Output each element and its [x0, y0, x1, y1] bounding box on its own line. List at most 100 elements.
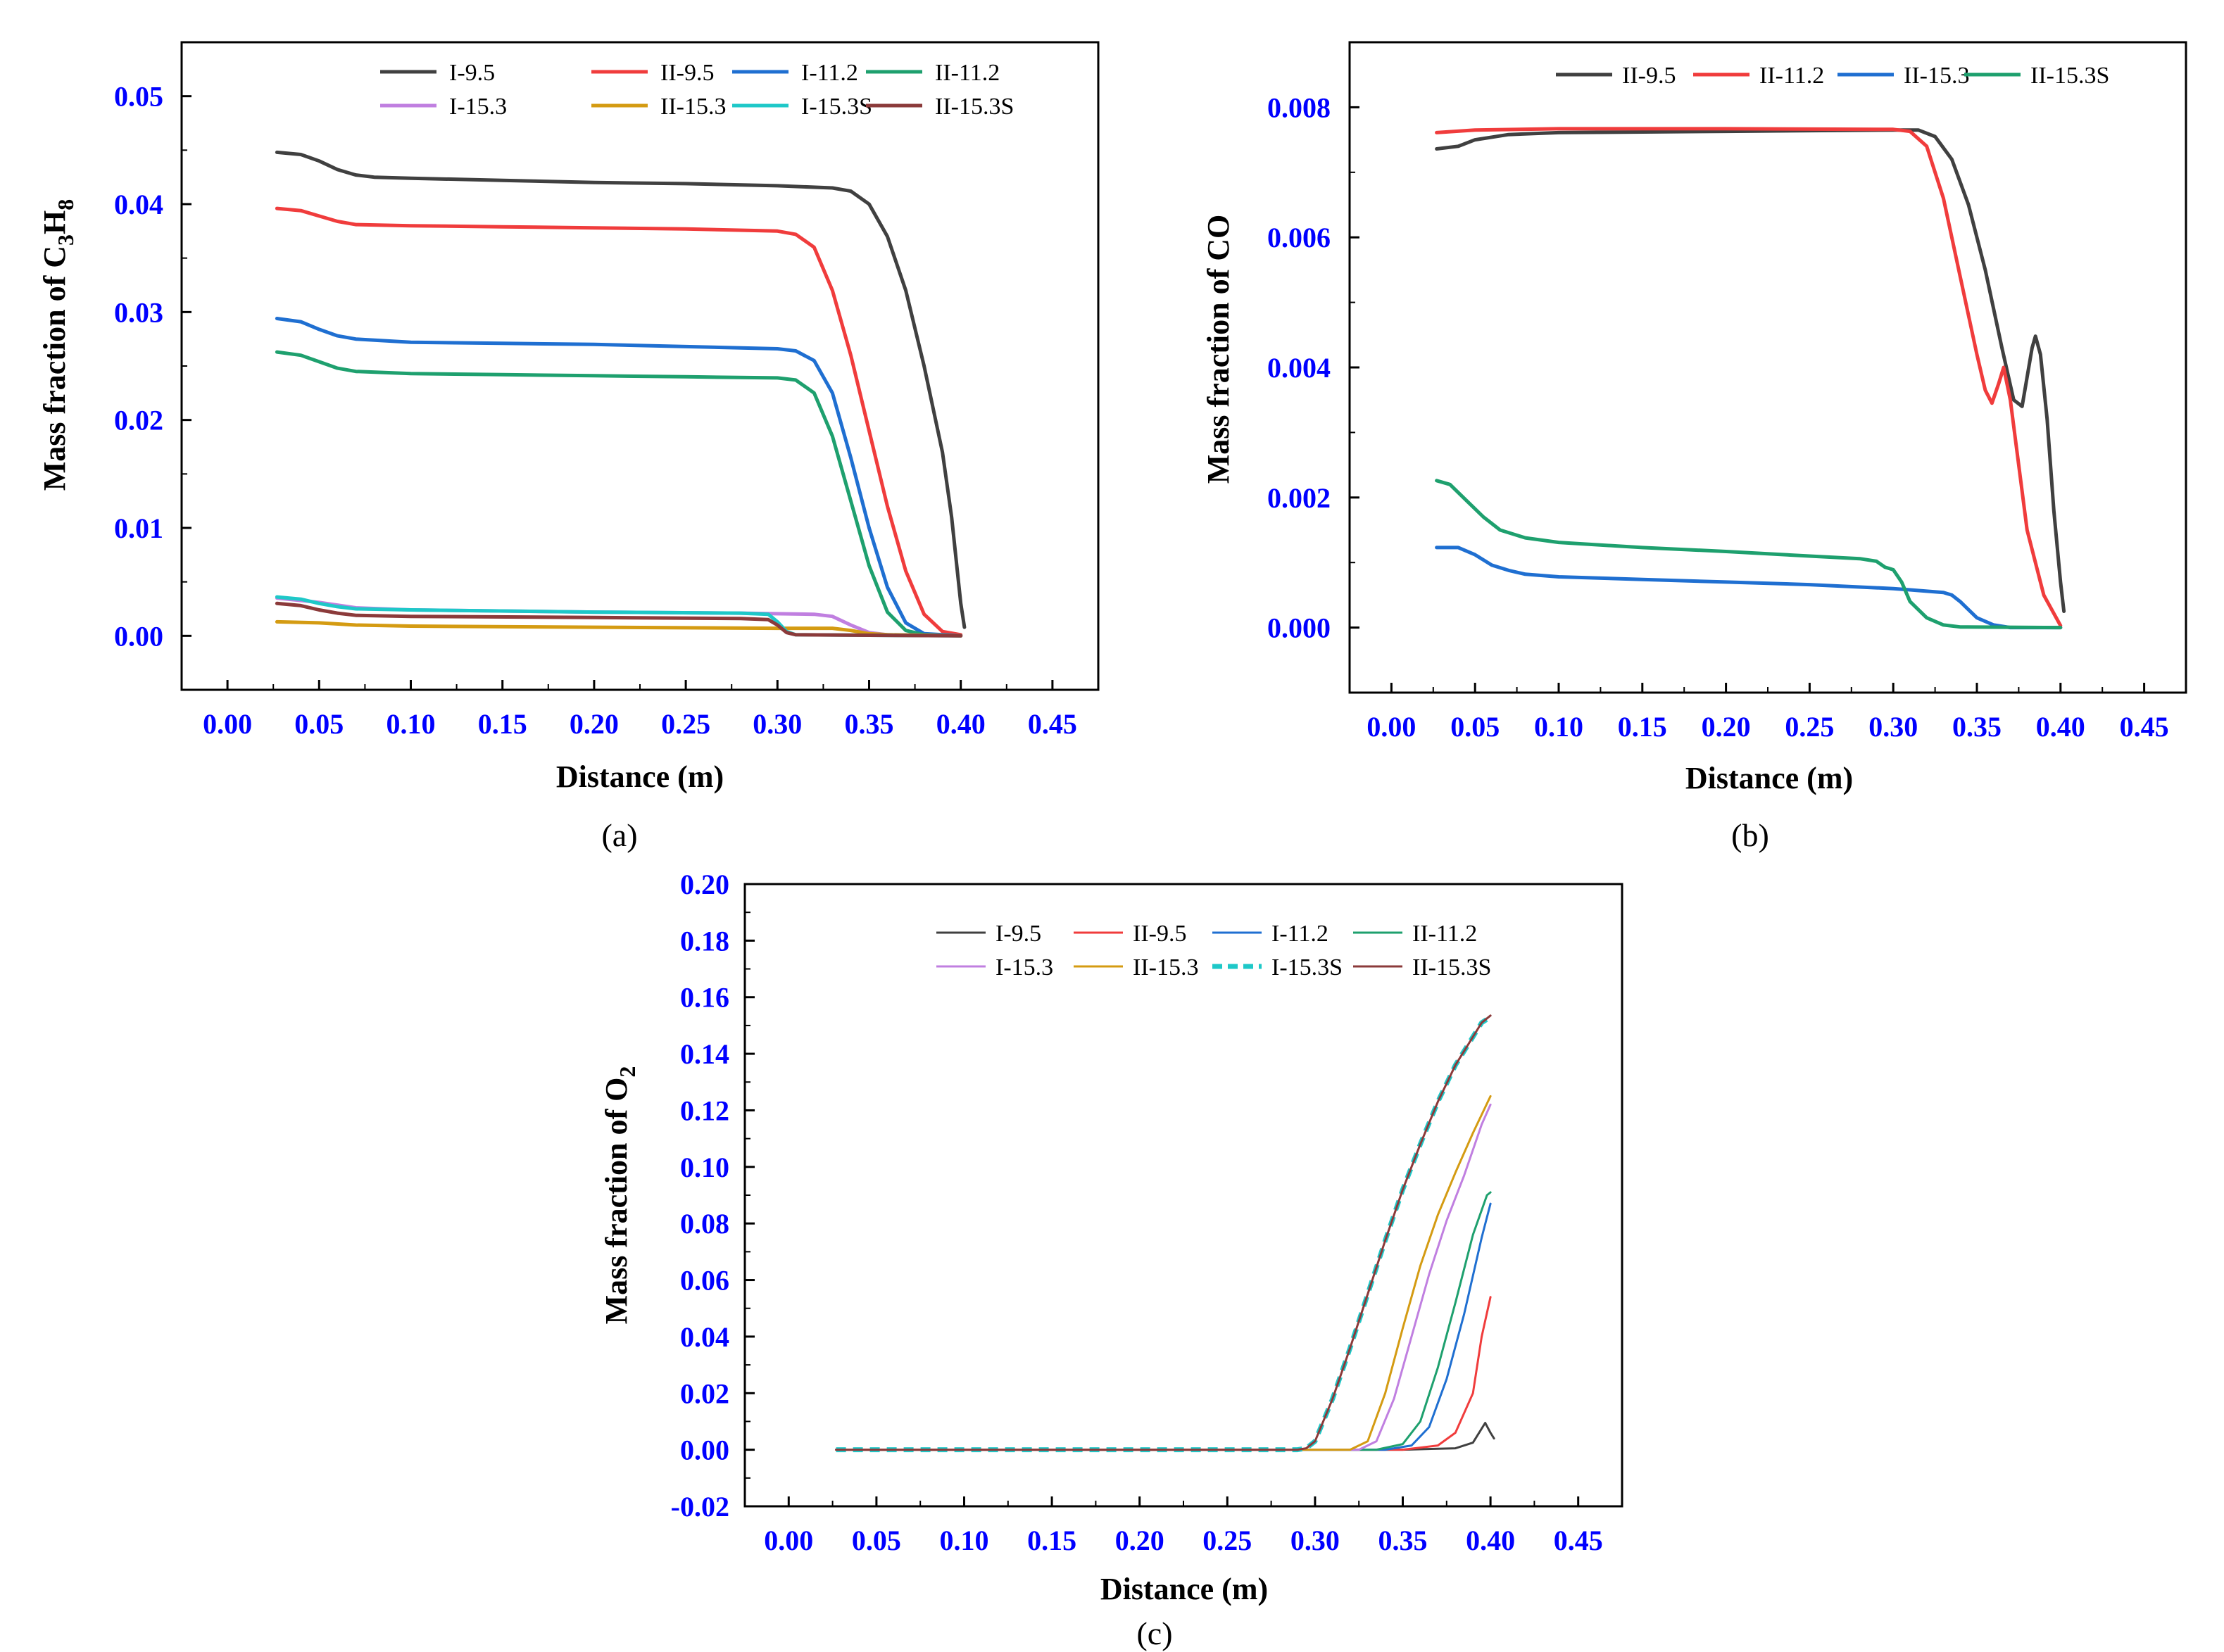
y-tick-label: 0.04 [680, 1321, 729, 1353]
y-axis-ticks: 0.000 0.002 0.004 0.006 0.008 [1267, 92, 1359, 644]
x-tick-label: 0.40 [2036, 711, 2085, 743]
legend-label: II-15.3 [1904, 63, 1969, 89]
y-tick-label: 0.18 [680, 925, 729, 957]
series-line-ii-9.5 [275, 206, 963, 637]
panel-caption: (a) [601, 817, 637, 853]
legend-label: II-15.3 [660, 94, 726, 120]
x-tick-label: 0.00 [203, 708, 252, 740]
x-tick-label: 0.35 [1378, 1525, 1428, 1556]
legend-label: II-15.3S [1412, 954, 1491, 981]
y-tick-label: 0.06 [680, 1265, 729, 1297]
y-tick-label: 0.006 [1267, 222, 1331, 253]
x-tick-label: 0.40 [1466, 1525, 1515, 1556]
legend-label: I-15.3 [995, 954, 1053, 981]
y-tick-label: 0.000 [1267, 612, 1331, 644]
x-tick-label: 0.00 [764, 1525, 813, 1556]
legend-label: II-15.3S [935, 94, 1014, 120]
y-tick-label: 0.00 [680, 1435, 729, 1466]
y-axis-label: Mass fraction of O2 [599, 1066, 640, 1325]
series-line-i-9.5 [275, 150, 967, 629]
x-tick-label: 0.20 [1115, 1525, 1164, 1556]
panel-caption: (c) [1136, 1615, 1172, 1651]
y-tick-label: 0.20 [680, 869, 729, 900]
x-tick-label: 0.30 [753, 708, 802, 740]
y-tick-label: -0.02 [671, 1491, 729, 1522]
x-tick-label: 0.20 [570, 708, 619, 740]
x-tick-label: 0.45 [1028, 708, 1077, 740]
legend-label: I-15.3S [801, 94, 872, 120]
x-tick-label: 0.15 [478, 708, 527, 740]
x-tick-label: 0.15 [1618, 711, 1667, 743]
x-tick-label: 0.10 [940, 1525, 989, 1556]
legend-label: I-15.3S [1271, 954, 1343, 981]
panel-c-o2: 0.00 0.05 0.10 0.15 0.20 0.25 0.30 0.35 0.40 0.45… [599, 869, 1623, 1651]
legend-label: I-11.2 [1271, 921, 1328, 947]
series-lines [835, 1014, 1495, 1453]
series-line-ii-11.2 [1435, 127, 2063, 628]
legend-label: II-9.5 [660, 60, 714, 86]
y-tick-label: 0.01 [114, 512, 163, 544]
x-axis-label: Distance (m) [1685, 761, 1853, 795]
x-tick-label: 0.35 [1952, 711, 2002, 743]
y-axis-ticks: -0.02 0.00 0.02 0.04 0.06 0.08 0.10 0.12 0.14 0.1… [671, 869, 755, 1522]
y-tick-label: 0.02 [114, 405, 163, 436]
x-axis-label: Distance (m) [1100, 1572, 1268, 1606]
x-tick-label: 0.10 [387, 708, 436, 740]
series-line-i-11.2 [275, 317, 963, 638]
x-axis-ticks: 0.00 0.05 0.10 0.15 0.20 0.25 0.30 0.35 0.40 0.45 [203, 680, 1077, 740]
series-line-ii-11.2 [275, 350, 963, 638]
y-tick-label: 0.14 [680, 1038, 729, 1070]
x-tick-label: 0.05 [1450, 711, 1500, 743]
y-tick-label: 0.04 [114, 189, 163, 220]
legend-label: II-11.2 [935, 60, 1000, 86]
panel-b-co: 0.00 0.05 0.10 0.15 0.20 0.25 0.30 0.35 0.40 0.45… [1201, 41, 2187, 853]
x-tick-label: 0.40 [936, 708, 986, 740]
x-tick-label: 0.25 [1202, 1525, 1252, 1556]
legend-label: I-11.2 [801, 60, 858, 86]
series-line-i-11.2 [835, 1202, 1492, 1451]
panel-caption: (b) [1731, 817, 1769, 853]
y-tick-label: 0.10 [680, 1152, 729, 1183]
series-lines [275, 150, 967, 638]
series-line-ii-11.2 [835, 1191, 1492, 1451]
legend-label: II-9.5 [1133, 921, 1186, 947]
x-tick-label: 0.10 [1534, 711, 1583, 743]
x-axis-label: Distance (m) [556, 759, 724, 794]
legend-label: II-9.5 [1622, 63, 1676, 89]
legend-label: II-11.2 [1759, 63, 1824, 89]
y-tick-label: 0.16 [680, 982, 729, 1014]
panel-a-c3h8: 0.00 0.05 0.10 0.15 0.20 0.25 0.30 0.35 0.40 0.45… [37, 41, 1100, 853]
x-tick-label: 0.25 [661, 708, 710, 740]
series-line-i-15.3s [836, 1014, 1492, 1453]
x-axis-ticks: 0.00 0.05 0.10 0.15 0.20 0.25 0.30 0.35 0.40 0.45 [1367, 683, 2169, 743]
series-lines [1435, 127, 2066, 630]
legend: I-9.5 II-9.5 I-11.2 II-11.2 I-15.3 II-15.3 I-1… [936, 921, 1491, 981]
legend-label: II-15.3S [2030, 63, 2109, 89]
legend-label: II-11.2 [1412, 921, 1477, 947]
x-tick-label: 0.05 [852, 1525, 901, 1556]
legend-label: I-9.5 [449, 60, 495, 86]
y-tick-label: 0.02 [680, 1377, 729, 1409]
series-line-ii-15.3s [1435, 479, 2063, 630]
legend: II-9.5 II-11.2 II-15.3 II-15.3S [1556, 63, 2109, 89]
x-tick-label: 0.15 [1027, 1525, 1076, 1556]
series-line-ii-15.3 [1435, 546, 2063, 630]
x-tick-label: 0.00 [1367, 711, 1416, 743]
y-tick-label: 0.00 [114, 620, 163, 652]
x-tick-label: 0.35 [845, 708, 894, 740]
y-axis-label: Mass fraction of CO [1201, 215, 1236, 484]
y-tick-label: 0.03 [114, 296, 163, 328]
series-line-ii-15.3s [835, 1014, 1492, 1451]
x-tick-label: 0.30 [1290, 1525, 1340, 1556]
y-tick-label: 0.08 [680, 1208, 729, 1240]
x-tick-label: 0.45 [2120, 711, 2169, 743]
x-axis-ticks: 0.00 0.05 0.10 0.15 0.20 0.25 0.30 0.35 0.40 0.45 [764, 1496, 1603, 1556]
series-line-ii-9.5 [835, 1296, 1492, 1451]
series-line-i-15.3 [835, 1103, 1492, 1451]
x-tick-label: 0.25 [1785, 711, 1834, 743]
x-tick-label: 0.05 [294, 708, 344, 740]
x-tick-label: 0.45 [1554, 1525, 1603, 1556]
x-tick-label: 0.30 [1868, 711, 1918, 743]
y-tick-label: 0.05 [114, 81, 163, 113]
